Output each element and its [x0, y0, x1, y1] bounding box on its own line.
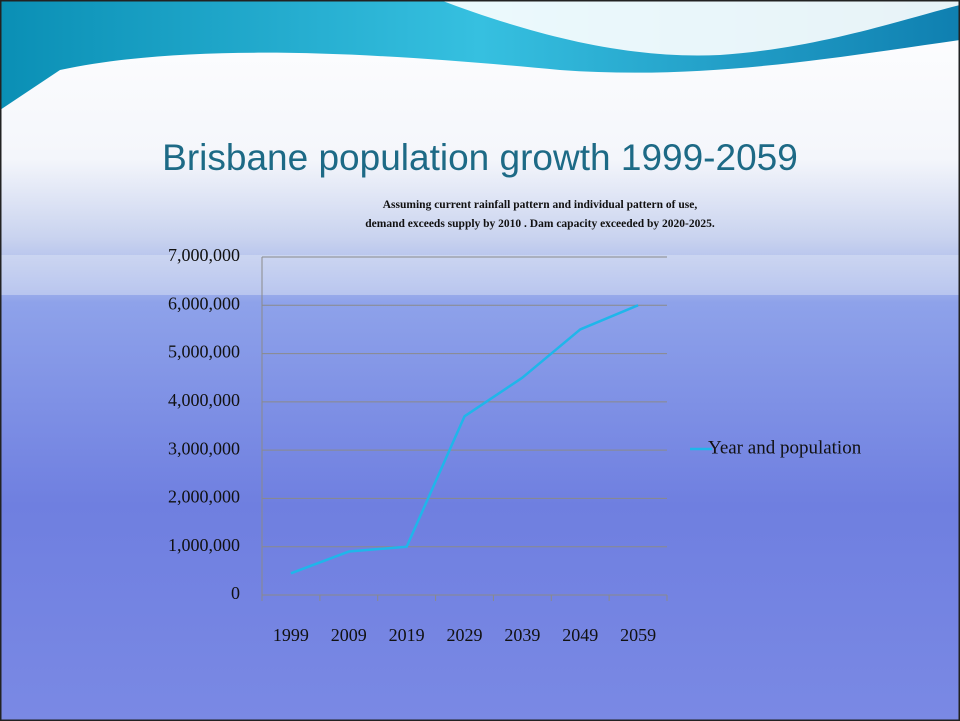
x-tick-label: 2039: [504, 625, 540, 645]
y-tick-label: 6,000,000: [168, 293, 240, 313]
y-tick-label: 5,000,000: [168, 342, 240, 362]
y-tick-label: 4,000,000: [168, 390, 240, 410]
x-tick-label: 2019: [389, 625, 425, 645]
horizon-haze: [0, 255, 960, 295]
x-tick-label: 2009: [331, 625, 367, 645]
x-tick-label: 2029: [447, 625, 483, 645]
y-tick-label: 2,000,000: [168, 487, 240, 507]
x-tick-label: 2049: [562, 625, 598, 645]
chart-subtitle: Assuming current rainfall pattern and in…: [383, 199, 698, 211]
chart-subtitle: demand exceeds supply by 2010 . Dam capa…: [365, 218, 715, 230]
legend-label: Year and population: [708, 437, 862, 458]
y-tick-label: 0: [231, 583, 240, 603]
y-tick-label: 7,000,000: [168, 245, 240, 265]
y-tick-label: 1,000,000: [168, 535, 240, 555]
data-line: [290, 304, 639, 575]
y-tick-label: 3,000,000: [168, 438, 240, 458]
swoosh-highlight: [440, 0, 960, 56]
x-tick-label: 2059: [620, 625, 656, 645]
chart-title: Brisbane population growth 1999-2059: [162, 137, 798, 178]
plot-area: 0 1,000,000 2,000,000 3,000,000 4,000,000 5,0…: [168, 245, 862, 645]
x-tick-label: 1999: [273, 625, 309, 645]
